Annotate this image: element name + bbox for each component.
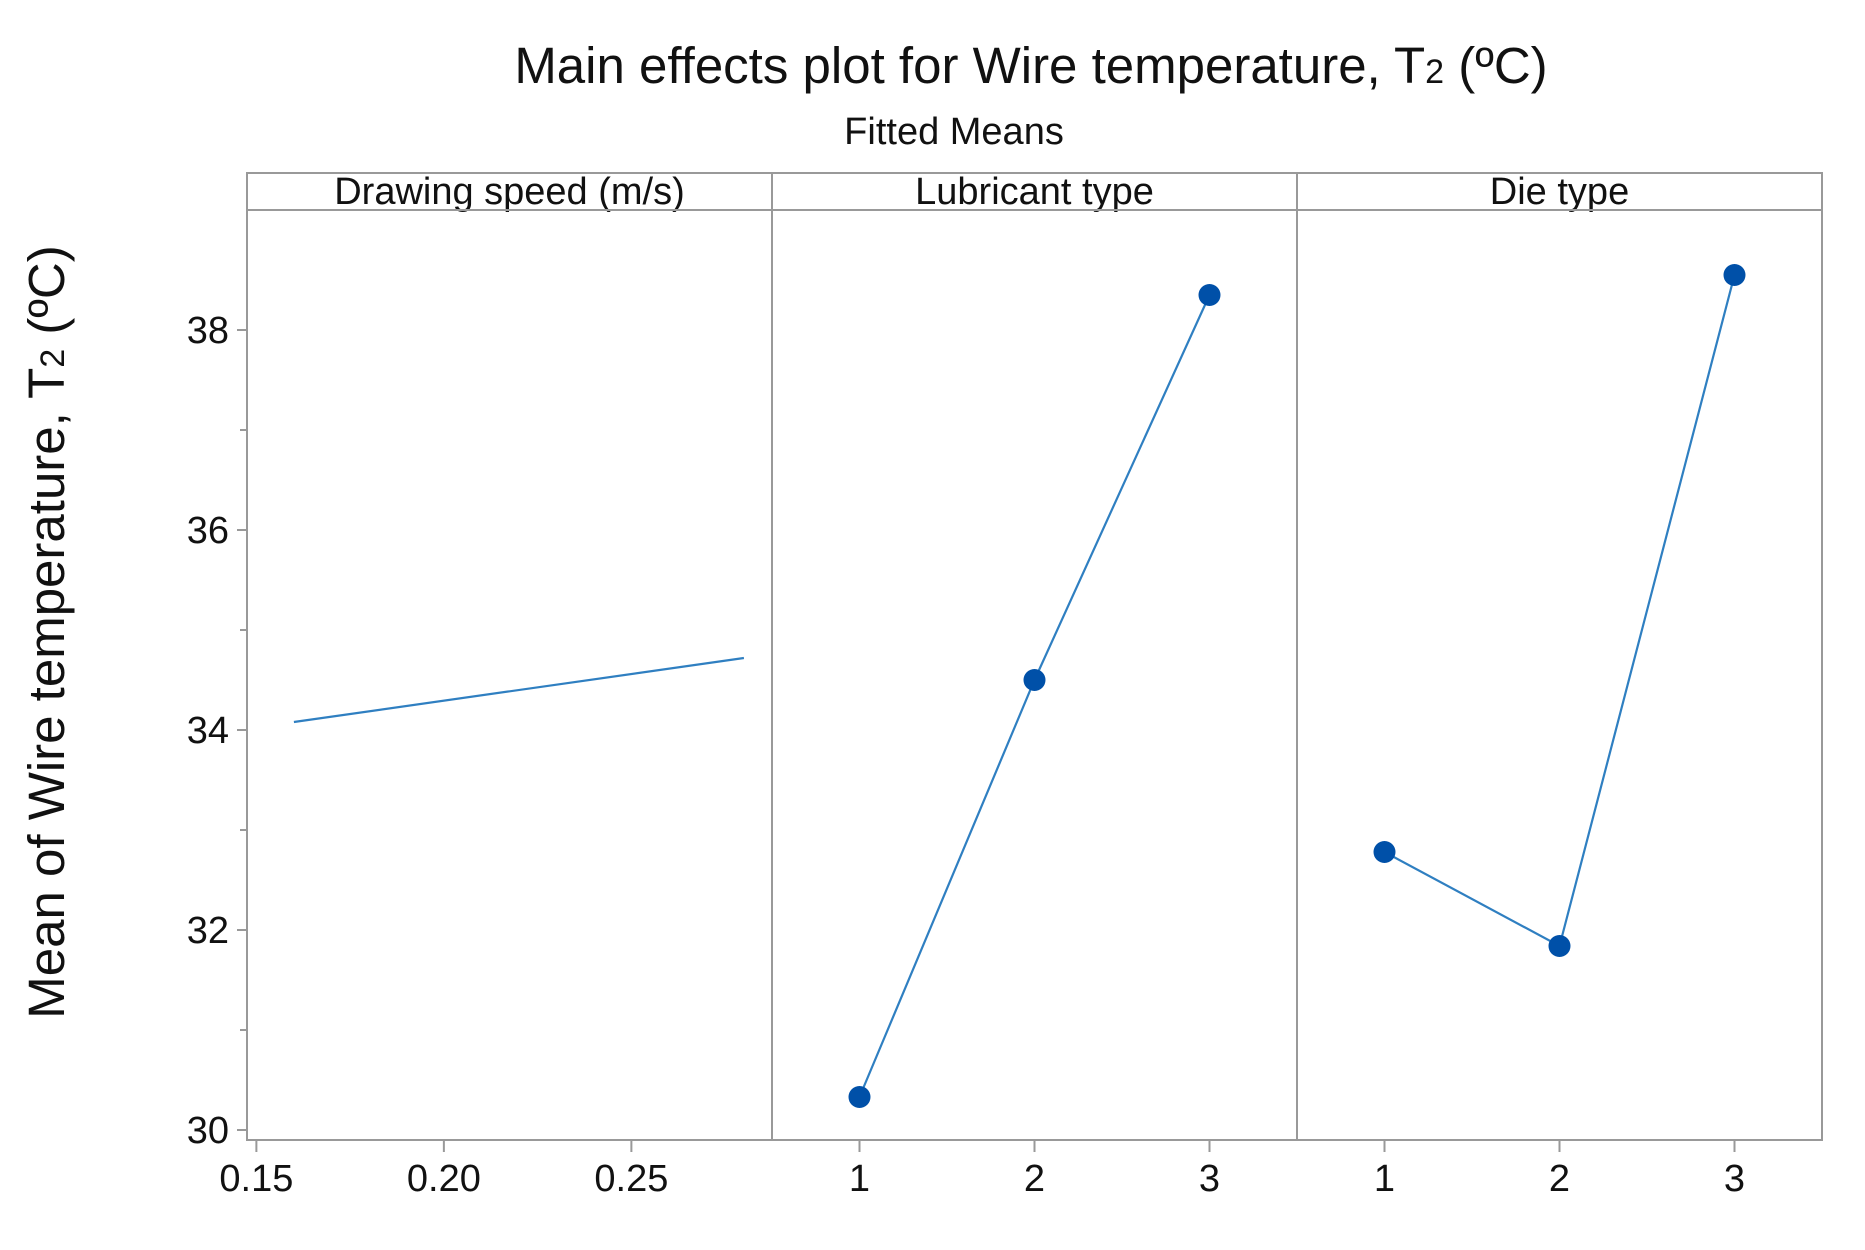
data-point [848,1086,871,1108]
panel-title: Drawing speed (m/s) [334,171,685,213]
data-point [1023,669,1046,691]
x-tick-label: 3 [1724,1158,1745,1200]
series-line [293,656,745,724]
data-point [1548,935,1571,957]
data-point [1198,284,1221,306]
data-point [1373,841,1396,863]
series-line [1383,274,1736,948]
x-tick-label: 0.15 [219,1158,293,1200]
x-tick-label: 0.25 [594,1158,668,1200]
chart-subtitle: Fitted Means [844,111,1064,153]
x-tick-label: 3 [1199,1158,1220,1200]
panel-frame [246,209,773,1141]
panel-title: Die type [1490,171,1629,213]
y-tick-label: 30 [187,1110,229,1152]
data-point [1723,264,1746,286]
panel-1: Drawing speed (m/s) 0.15 0.20 0.25 [219,171,773,1200]
y-tick-label: 38 [187,310,229,352]
y-tick-label: 32 [187,910,229,952]
chart-title: Main effects plot for Wire temperature, … [514,37,1547,94]
x-tick-label: 2 [1549,1158,1570,1200]
panel-strip [1296,172,1823,211]
series-line [858,294,1211,1098]
y-tick-label: 36 [187,510,229,552]
y-axis-label: Mean of Wire temperature, T2 (ºC) [18,245,75,1019]
x-tick-label: 1 [1374,1158,1395,1200]
panel-strip [771,172,1298,211]
panel-2: Lubricant type 1 2 3 [771,171,1298,1200]
x-tick-label: 1 [849,1158,870,1200]
panel-title: Lubricant type [915,171,1154,213]
x-tick-label: 2 [1024,1158,1045,1200]
y-tick-label: 34 [187,710,229,752]
panel-frame [1296,209,1823,1141]
panel-3: Die type 1 2 3 [1296,171,1823,1200]
x-tick-label: 0.20 [407,1158,481,1200]
